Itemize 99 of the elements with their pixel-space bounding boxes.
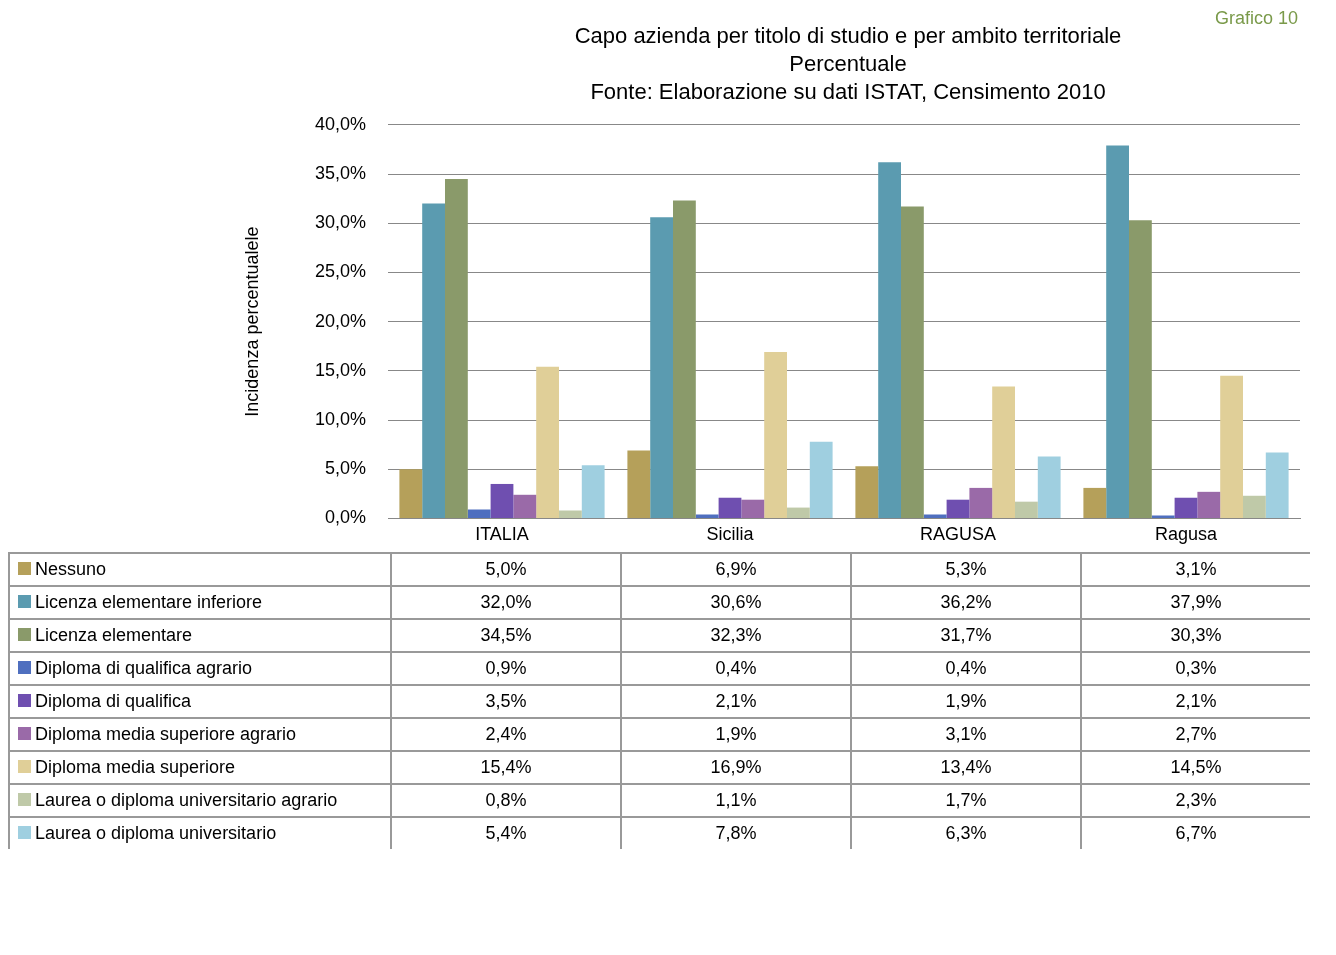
bar [855, 466, 879, 518]
data-label: 6,7% [1081, 817, 1310, 849]
bar [559, 510, 582, 518]
data-label: 6,3% [851, 817, 1081, 849]
data-label: 0,4% [851, 652, 1081, 685]
bar [718, 497, 742, 518]
bar [741, 499, 765, 518]
bar [1243, 495, 1266, 518]
chart-title: Capo azienda per titolo di studio e per ambito territoriale [574, 23, 1122, 48]
data-label: 5,4% [391, 817, 621, 849]
y-tick-label: 20,0% [314, 310, 366, 331]
data-label: 5,3% [851, 553, 1081, 586]
data-label: 31,7% [851, 619, 1081, 652]
y-tick-label: 40,0% [314, 113, 366, 134]
bar [399, 469, 423, 518]
y-tick-label: 5,0% [324, 458, 366, 479]
y-tick-label: 0,0% [324, 507, 366, 528]
data-label: 2,1% [621, 685, 851, 718]
data-label: 37,9% [1081, 586, 1310, 619]
bar [673, 200, 696, 518]
bar [490, 483, 514, 518]
bar [1197, 491, 1221, 518]
x-tick-label: ITALIA [475, 524, 529, 545]
bar [467, 509, 491, 518]
data-label: 3,1% [1081, 553, 1310, 586]
legend-label: Diploma di qualifica [35, 691, 192, 711]
bar [787, 507, 810, 518]
bar [923, 514, 947, 518]
data-label: 13,4% [851, 751, 1081, 784]
bar [650, 217, 673, 518]
bar [513, 494, 537, 518]
data-label: 14,5% [1081, 751, 1310, 784]
data-label: 2,4% [391, 718, 621, 751]
bar [581, 465, 605, 518]
bar [1265, 452, 1289, 518]
data-label: 7,8% [621, 817, 851, 849]
bar [764, 352, 787, 518]
x-tick-label: Ragusa [1154, 524, 1219, 545]
data-label: 32,3% [621, 619, 851, 652]
data-label: 30,6% [621, 586, 851, 619]
bar [1151, 515, 1175, 518]
data-label: 15,4% [391, 751, 621, 784]
data-label: 0,9% [391, 652, 621, 685]
legend-label: Diploma di qualifica agrario [35, 658, 253, 678]
data-label: 0,4% [621, 652, 851, 685]
x-tick-label: RAGUSA [919, 524, 997, 545]
bar [445, 178, 468, 518]
data-label: 0,8% [391, 784, 621, 817]
data-label: 1,7% [851, 784, 1081, 817]
chart-subtitle: Percentuale [788, 50, 908, 78]
y-tick-label: 10,0% [314, 408, 366, 429]
data-label: 1,9% [621, 718, 851, 751]
data-label: 1,9% [851, 685, 1081, 718]
bar [1037, 456, 1061, 518]
bar [1129, 220, 1152, 518]
legend-label: Nessuno [35, 559, 107, 579]
data-label: 0,3% [1081, 652, 1310, 685]
y-tick-label: 30,0% [314, 212, 366, 233]
data-label: 30,3% [1081, 619, 1310, 652]
bar [1220, 375, 1243, 518]
data-label: 6,9% [621, 553, 851, 586]
legend-label: Licenza elementare inferiore [35, 592, 263, 612]
data-label: 1,1% [621, 784, 851, 817]
bar [992, 386, 1015, 518]
bar [809, 441, 833, 518]
y-axis-title: Incidenza percentualele [241, 226, 262, 417]
source-note: Fonte: Elaborazione su dati ISTAT, Censimento 2010 [589, 78, 1107, 106]
legend-label: Diploma media superiore [35, 757, 236, 777]
bar [1106, 145, 1129, 518]
data-label: 2,7% [1081, 718, 1310, 751]
data-label: 3,5% [391, 685, 621, 718]
bar [695, 514, 719, 518]
y-tick-label: 35,0% [314, 162, 366, 183]
bar [627, 450, 651, 518]
bar [1015, 501, 1038, 518]
data-label: 16,9% [621, 751, 851, 784]
legend-label: Laurea o diploma universitario [35, 823, 277, 843]
data-label: 2,1% [1081, 685, 1310, 718]
bar [422, 203, 445, 518]
text: Grafico 10 [1214, 8, 1298, 29]
data-label: 32,0% [391, 586, 621, 619]
data-label: 36,2% [851, 586, 1081, 619]
bar [1083, 487, 1107, 518]
bar [536, 366, 559, 518]
legend-label: Licenza elementare [35, 625, 193, 645]
bar [946, 499, 970, 518]
data-label: 34,5% [391, 619, 621, 652]
legend-label: Diploma media superiore agrario [35, 724, 297, 744]
bar [901, 206, 924, 518]
y-tick-label: 15,0% [314, 359, 366, 380]
data-label: 2,3% [1081, 784, 1310, 817]
bar [969, 487, 993, 518]
data-label: 5,0% [391, 553, 621, 586]
bar [1174, 497, 1198, 518]
bar [878, 162, 901, 518]
x-tick-label: Sicilia [706, 524, 755, 545]
data-label: 3,1% [851, 718, 1081, 751]
y-tick-label: 25,0% [314, 261, 366, 282]
legend-label: Laurea o diploma universitario agrario [35, 790, 338, 810]
